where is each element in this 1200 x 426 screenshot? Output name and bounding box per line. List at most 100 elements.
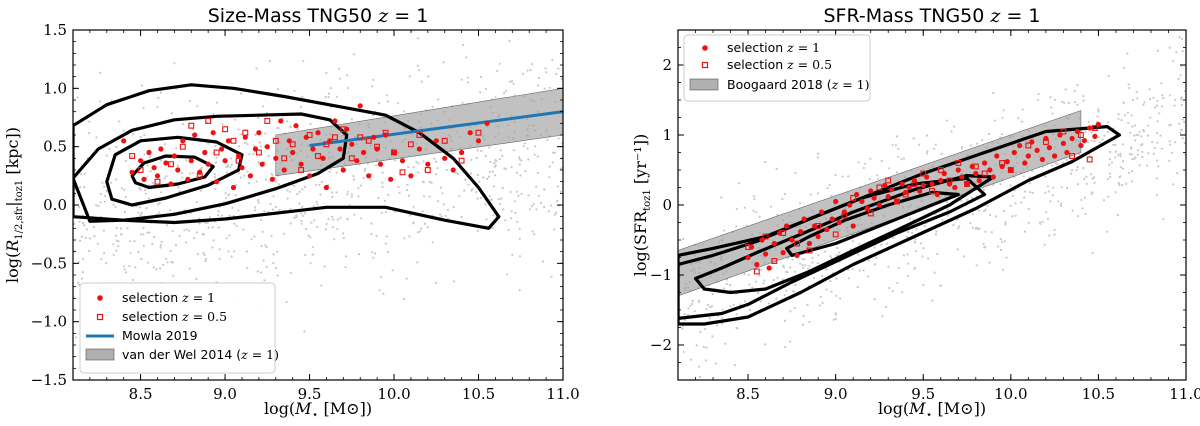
background-galaxy-dot: [180, 172, 183, 175]
background-galaxy-dot: [188, 99, 191, 103]
background-galaxy-dot: [695, 344, 698, 347]
background-galaxy-dot: [276, 127, 279, 130]
background-galaxy-dot: [698, 365, 701, 368]
background-galaxy-dot: [875, 256, 878, 259]
background-galaxy-dot: [1090, 139, 1093, 142]
background-galaxy-dot: [492, 185, 496, 188]
background-galaxy-dot: [422, 160, 425, 163]
y-tick-label: −1.0: [31, 313, 67, 331]
background-galaxy-dot: [336, 228, 339, 231]
background-galaxy-dot: [708, 317, 711, 320]
selection-z05-point: [424, 167, 431, 173]
background-galaxy-dot: [456, 172, 459, 175]
background-galaxy-dot: [869, 157, 872, 160]
background-galaxy-dot: [436, 167, 439, 170]
selection-z1-point: [377, 161, 384, 167]
background-galaxy-dot: [185, 228, 188, 231]
background-galaxy-dot: [1106, 131, 1110, 134]
background-galaxy-dot: [319, 193, 322, 196]
selection-z1-point: [859, 198, 865, 205]
background-galaxy-dot: [95, 136, 98, 139]
selection-z1-point: [357, 103, 363, 109]
selection-z1-point: [354, 158, 360, 164]
background-galaxy-dot: [1085, 175, 1088, 178]
background-galaxy-dot: [862, 166, 865, 170]
background-galaxy-dot: [350, 193, 353, 196]
selection-z1-point: [987, 167, 993, 173]
background-galaxy-dot: [458, 195, 461, 198]
background-galaxy-dot: [320, 180, 324, 184]
background-galaxy-dot: [1179, 74, 1182, 77]
background-galaxy-dot: [1106, 178, 1109, 181]
background-galaxy-dot: [494, 164, 497, 167]
selection-z1-point: [929, 181, 935, 187]
background-galaxy-dot: [309, 122, 312, 126]
selection-z1-point: [310, 146, 316, 152]
background-galaxy-dot: [1108, 163, 1111, 166]
background-galaxy-dot: [1122, 167, 1125, 170]
background-galaxy-dot: [1029, 191, 1032, 194]
background-galaxy-dot: [117, 240, 120, 243]
background-galaxy-dot: [801, 264, 804, 267]
background-galaxy-dot: [1107, 121, 1110, 124]
background-galaxy-dot: [934, 233, 938, 236]
background-galaxy-dot: [302, 60, 305, 63]
y-tick-label: −1: [650, 266, 672, 284]
background-galaxy-dot: [173, 62, 176, 65]
selection-z1-point: [388, 176, 394, 182]
background-galaxy-dot: [88, 249, 91, 252]
background-galaxy-dot: [476, 173, 479, 176]
selection-z1-point: [854, 191, 860, 198]
background-galaxy-dot: [543, 87, 546, 90]
background-galaxy-dot: [1011, 194, 1014, 197]
background-galaxy-dot: [531, 230, 534, 233]
background-galaxy-dot: [133, 240, 136, 243]
background-galaxy-dot: [754, 280, 758, 283]
background-galaxy-dot: [1132, 134, 1136, 137]
background-galaxy-dot: [212, 239, 215, 242]
background-galaxy-dot: [1022, 175, 1025, 178]
background-galaxy-dot: [81, 221, 85, 225]
background-galaxy-dot: [224, 192, 227, 195]
background-galaxy-dot: [120, 233, 123, 236]
selection-z05-point: [850, 195, 857, 201]
background-galaxy-dot: [346, 74, 349, 77]
selection-z05-point: [1060, 128, 1067, 135]
background-galaxy-dot: [123, 188, 126, 191]
background-galaxy-dot: [405, 277, 408, 280]
density-contour-2: [105, 135, 244, 207]
background-galaxy-dot: [412, 166, 415, 169]
selection-z05-point: [188, 122, 195, 129]
background-galaxy-dot: [346, 217, 349, 220]
background-galaxy-dot: [549, 204, 553, 207]
selection-z1-point: [911, 177, 918, 184]
background-galaxy-dot: [799, 262, 802, 265]
background-galaxy-dot: [300, 212, 303, 215]
background-galaxy-dot: [907, 262, 910, 265]
background-galaxy-dot: [902, 157, 906, 160]
background-galaxy-dot: [698, 375, 702, 379]
selection-z1-point: [1043, 135, 1049, 142]
density-contour-1: [73, 112, 349, 223]
background-galaxy-dot: [163, 177, 166, 180]
background-galaxy-dot: [518, 237, 521, 240]
background-galaxy-dot: [981, 139, 984, 142]
background-galaxy-dot: [99, 100, 102, 103]
background-galaxy-dot: [505, 273, 509, 276]
background-galaxy-dot: [988, 261, 991, 264]
background-galaxy-dot: [207, 226, 210, 229]
right-xlabel: log(M⋆ [M⊙]): [878, 399, 986, 421]
background-galaxy-dot: [829, 280, 832, 283]
background-galaxy-dot: [230, 163, 233, 166]
background-galaxy-dot: [531, 63, 534, 66]
background-galaxy-dot: [881, 315, 884, 318]
background-galaxy-dot: [503, 167, 506, 170]
selection-z05-point: [929, 188, 935, 194]
background-galaxy-dot: [230, 157, 233, 160]
selection-z1-point: [327, 138, 333, 144]
selection-z1-point: [920, 182, 926, 188]
background-galaxy-dot: [811, 256, 814, 259]
background-galaxy-dot: [1085, 182, 1088, 185]
background-galaxy-dot: [826, 187, 829, 190]
background-galaxy-dot: [1076, 103, 1079, 106]
